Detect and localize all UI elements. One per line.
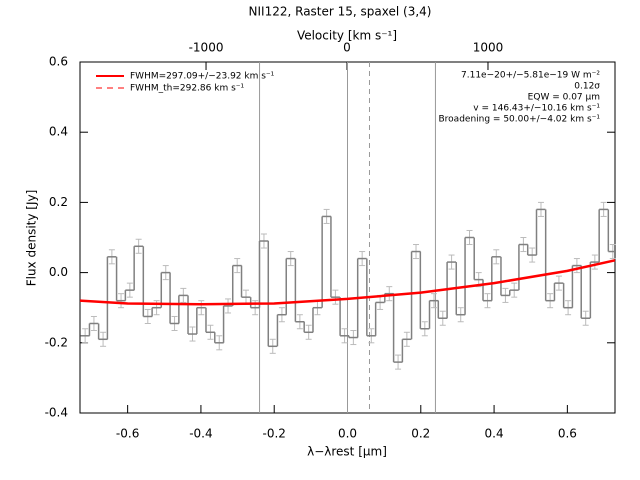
y-axis-label: Flux density [Jy]	[25, 190, 39, 287]
x-tick-label: 0.2	[411, 427, 430, 441]
legend-label: FWHM_th=292.86 km s⁻¹	[130, 84, 245, 94]
x-axis-label: λ−λrest [μm]	[307, 445, 387, 459]
y-tick-label: -0.4	[45, 406, 68, 420]
annotation: 7.11e−20+/−5.81e−19 W m⁻²	[461, 71, 600, 81]
annotation: 0.12σ	[574, 82, 600, 92]
x-tick-label: -0.4	[189, 427, 212, 441]
x-tick-label: -0.2	[263, 427, 286, 441]
y-tick-label: -0.2	[45, 335, 68, 349]
annotation: Broadening = 50.00+/−4.02 km s⁻¹	[439, 115, 601, 125]
x-tick-label: 0.6	[558, 427, 577, 441]
fit-line	[79, 259, 616, 306]
chart-title: NII122, Raster 15, spaxel (3,4)	[249, 5, 432, 19]
legend-label: FWHM=297.09+/−23.92 km s⁻¹	[130, 72, 275, 82]
x-tick-label: -0.6	[116, 427, 139, 441]
top-axis-label: Velocity [km s⁻¹]	[297, 29, 397, 43]
annotation: EQW = 0.07 μm	[528, 93, 600, 103]
top-tick-label: 1000	[473, 41, 504, 55]
top-tick-label: 0	[343, 41, 351, 55]
x-tick-label: 0.4	[485, 427, 504, 441]
y-tick-label: 0.0	[49, 265, 68, 279]
x-tick-label: 0.0	[338, 427, 357, 441]
y-tick-label: 0.2	[49, 195, 68, 209]
y-tick-label: 0.6	[49, 55, 68, 69]
annotation: v = 146.43+/−10.16 km s⁻¹	[473, 104, 600, 114]
y-tick-label: 0.4	[49, 125, 68, 139]
top-tick-label: -1000	[189, 41, 224, 55]
